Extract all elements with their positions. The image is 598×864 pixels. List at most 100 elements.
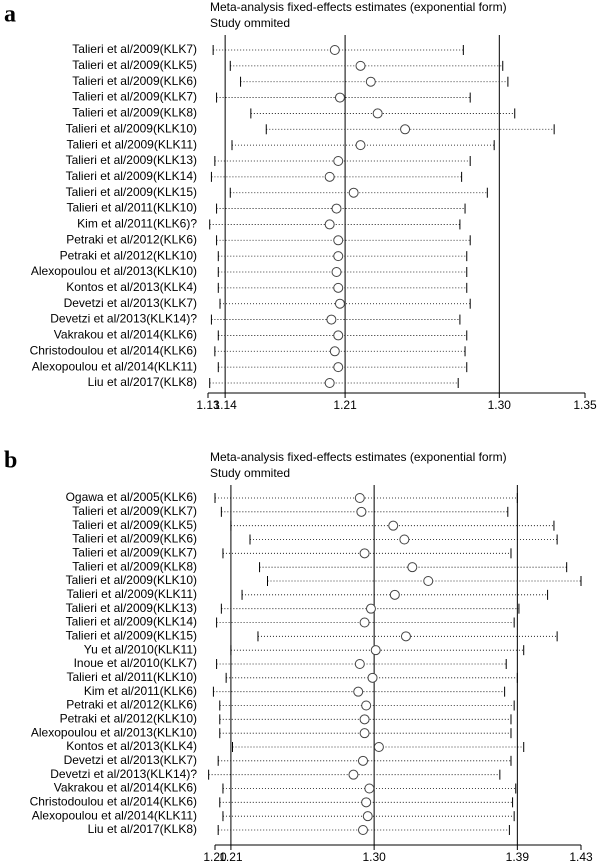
estimate xyxy=(359,548,370,559)
estimate xyxy=(354,659,365,669)
study-label: Talieri et al/2009(KLK10) xyxy=(66,573,197,587)
estimate xyxy=(356,506,367,517)
study-label: Talieri et al/2009(KLK13) xyxy=(66,601,197,615)
estimate xyxy=(361,700,372,711)
study-label: Christodoulou et al/2014(KLK6) xyxy=(30,795,197,809)
estimate xyxy=(400,124,411,135)
study-label: Talieri et al/2011(KLK10) xyxy=(66,201,197,215)
estimate xyxy=(388,520,399,531)
study-label: Talieri et al/2009(KLK11) xyxy=(66,137,197,151)
estimate xyxy=(423,576,434,586)
x-tick-label: 1.35 xyxy=(573,398,597,412)
chart-title: Meta-analysis fixed-effects estimates (e… xyxy=(210,0,507,14)
estimate xyxy=(359,714,370,725)
estimate xyxy=(361,797,372,808)
study-label: Petraki et al/2012(KLK10) xyxy=(60,712,197,726)
study-label: Alexopoulou et al/2014(KLK11) xyxy=(32,359,197,373)
estimate xyxy=(324,171,335,182)
study-label: Vakrakou et al/2014(KLK6) xyxy=(54,781,197,795)
estimate xyxy=(334,92,345,103)
estimate xyxy=(355,60,366,71)
study-label: Kontos et al/2013(KLK4) xyxy=(66,739,197,753)
x-tick-label: 1.43 xyxy=(569,850,593,864)
estimate xyxy=(324,219,335,230)
study-label: Talieri et al/2009(KLK10) xyxy=(66,121,197,135)
chart-subtitle: Study ommited xyxy=(210,466,290,480)
study-label: Petraki et al/2012(KLK6) xyxy=(66,698,197,712)
estimate xyxy=(372,108,383,119)
study-label: Liu et al/2017(KLK8) xyxy=(88,822,197,836)
estimate xyxy=(333,282,344,293)
study-label: Talieri et al/2009(KLK14) xyxy=(66,615,197,629)
estimate xyxy=(329,346,340,357)
study-label: Alexopoulou et al/2013(KLK10) xyxy=(31,264,197,278)
study-label: Talieri et al/2009(KLK13) xyxy=(66,153,197,167)
study-label: Talieri et al/2009(KLK7) xyxy=(72,42,197,56)
estimate xyxy=(407,562,418,573)
study-label: Talieri et al/2009(KLK7) xyxy=(72,504,197,518)
estimate xyxy=(400,631,411,642)
study-label: Talieri et al/2009(KLK6) xyxy=(72,74,197,88)
study-label: Talieri et al/2009(KLK8) xyxy=(72,559,197,573)
estimate xyxy=(357,825,368,835)
estimate xyxy=(355,140,366,151)
estimate xyxy=(359,728,370,739)
study-label: Liu et al/2017(KLK8) xyxy=(88,375,197,389)
estimate xyxy=(353,686,364,697)
study-label: Talieri et al/2009(KLK15) xyxy=(66,629,197,643)
x-tick-label: 1.13 xyxy=(196,398,220,412)
study-label: Talieri et al/2009(KLK11) xyxy=(66,587,197,601)
study-label: Christodoulou et al/2014(KLK6) xyxy=(30,343,197,357)
study-label: Vakrakou et al/2014(KLK6) xyxy=(54,328,197,342)
study-label: Devetzi et al/2013(KLK7) xyxy=(64,753,197,767)
study-label: Talieri et al/2009(KLK7) xyxy=(72,546,197,560)
x-tick-label: 1.20 xyxy=(203,850,227,864)
panel-b: b Meta-analysis fixed-effects estimates … xyxy=(4,448,507,481)
estimate xyxy=(389,589,400,600)
panel-a: a Meta-analysis fixed-effects estimates … xyxy=(4,0,507,30)
estimate xyxy=(348,769,359,780)
estimate xyxy=(365,603,376,614)
x-tick-label: 1.21 xyxy=(333,398,357,412)
estimate xyxy=(370,645,381,656)
estimate xyxy=(331,267,342,277)
estimate xyxy=(324,378,335,388)
estimate xyxy=(373,742,384,752)
study-label: Talieri et al/2009(KLK7) xyxy=(72,90,197,104)
panel-label: a xyxy=(4,2,16,28)
study-label: Kim et al/2011(KLK6) xyxy=(84,684,197,698)
study-label: Talieri et al/2009(KLK8) xyxy=(72,106,197,120)
study-label: Talieri et al/2009(KLK15) xyxy=(66,185,197,199)
x-tick-label: 1.30 xyxy=(362,850,386,864)
study-label: Petraki et al/2012(KLK6) xyxy=(66,232,197,246)
estimate xyxy=(331,203,342,214)
estimate xyxy=(334,298,345,309)
x-tick-label: 1.21 xyxy=(219,850,243,864)
estimate xyxy=(362,811,373,822)
estimate xyxy=(333,156,344,166)
estimate xyxy=(326,314,337,325)
estimate xyxy=(364,783,375,794)
estimate xyxy=(333,235,344,246)
study-label: Inoue et al/2010(KLK7) xyxy=(74,656,197,670)
x-tick-label: 1.14 xyxy=(213,398,237,412)
panel-label: b xyxy=(4,448,17,474)
study-label: Kim et al/2011(KLK6)? xyxy=(77,217,197,231)
estimate xyxy=(348,187,359,198)
study-label: Talieri et al/2009(KLK5) xyxy=(72,518,197,532)
estimate xyxy=(359,617,370,628)
estimate xyxy=(354,493,365,503)
study-label: Talieri et al/2009(KLK6) xyxy=(72,532,197,546)
estimate xyxy=(329,45,340,55)
study-label: Talieri et al/2009(KLK14) xyxy=(66,169,197,183)
estimate xyxy=(365,76,376,87)
study-label: Yu et al/2010(KLK11) xyxy=(84,642,197,656)
study-label: Devetzi et al/2013(KLK14)? xyxy=(50,312,197,326)
estimate xyxy=(357,755,368,766)
study-label: Alexopoulou et al/2014(KLK11) xyxy=(32,808,197,822)
estimate xyxy=(333,251,344,262)
estimate xyxy=(399,534,410,545)
estimate xyxy=(367,672,378,683)
chart-title: Meta-analysis fixed-effects estimates (e… xyxy=(210,450,507,464)
